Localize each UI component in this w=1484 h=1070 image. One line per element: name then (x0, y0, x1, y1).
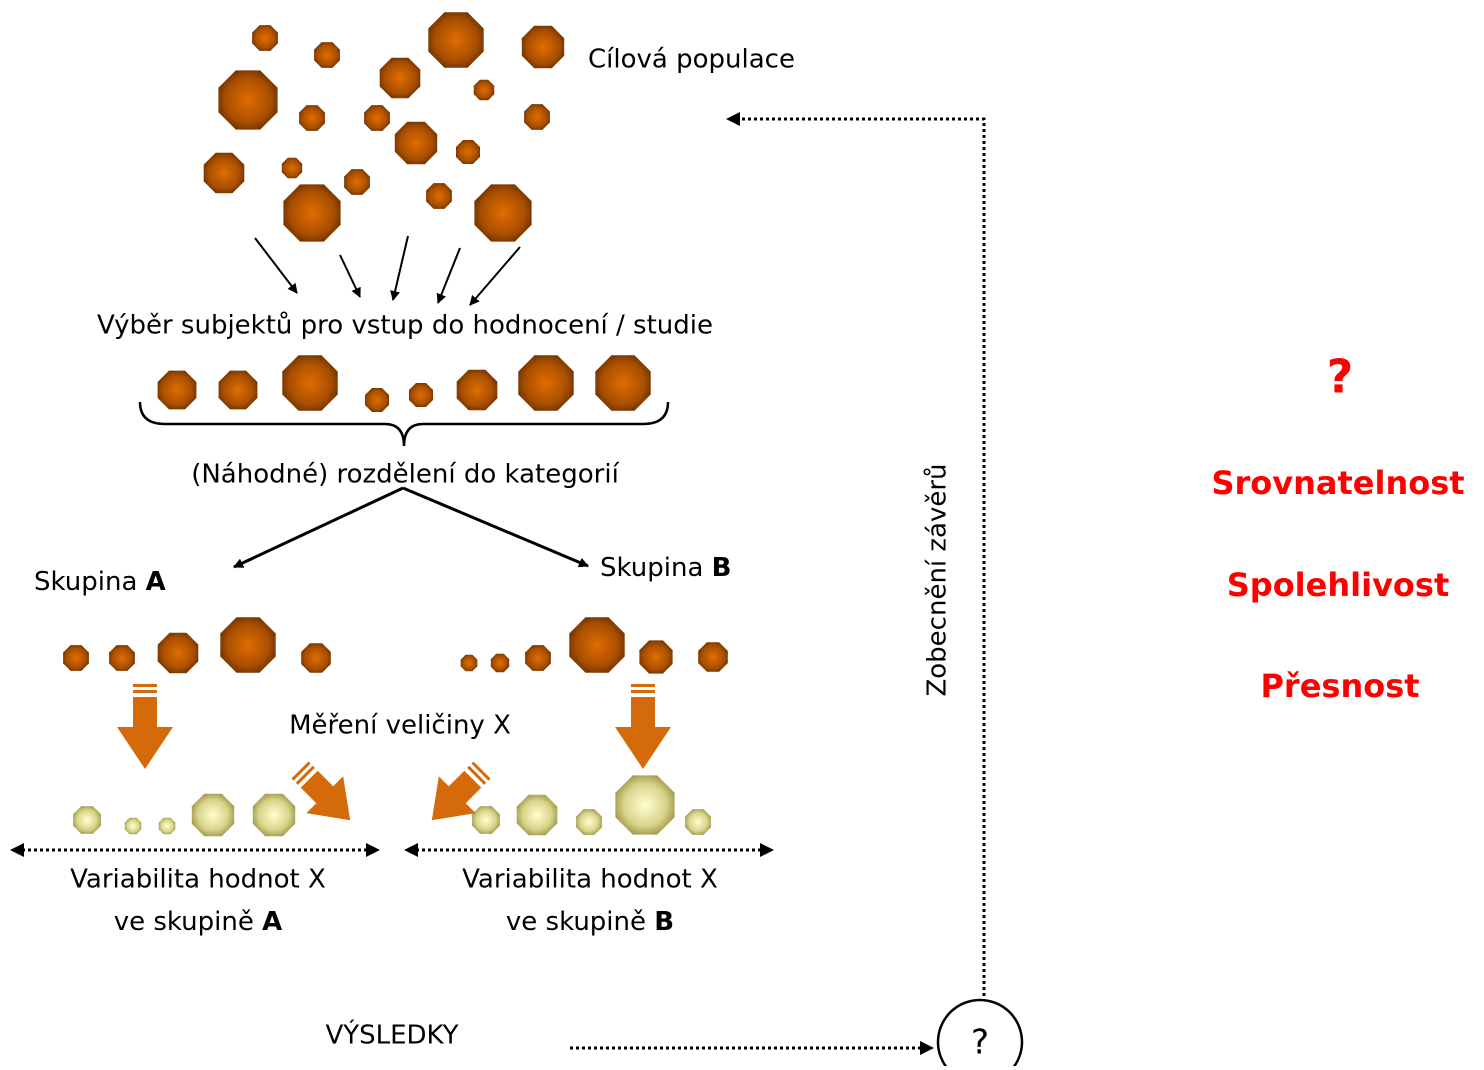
subject-shape (299, 105, 325, 131)
subject-shape (63, 645, 89, 671)
subject-shape (456, 369, 498, 411)
selection-arrows (254, 235, 521, 306)
subject-shape (191, 793, 235, 837)
subject-shape (576, 809, 602, 835)
variability-prefix: ve skupině (114, 907, 254, 937)
subject-shape (615, 775, 675, 835)
split-arrows (233, 486, 589, 569)
group-a-label: Skupina A (34, 567, 166, 597)
subject-shape (301, 643, 331, 673)
subject-shape (490, 653, 510, 673)
subject-shape (639, 640, 673, 674)
side-item: Přesnost (1260, 667, 1419, 705)
side-item: Spolehlivost (1227, 566, 1450, 604)
side-item: Srovnatelnost (1211, 464, 1464, 502)
selection-label: Výběr subjektů pro vstup do hodnocení / … (97, 311, 713, 341)
question-node-label: ? (971, 1023, 989, 1063)
group-letter: B (712, 553, 732, 583)
subject-shape (157, 632, 199, 674)
subject-shape (428, 12, 484, 68)
subject-shape (409, 383, 433, 407)
generalization-label: Zobecnění závěrů (923, 463, 953, 696)
subject-shape (73, 806, 101, 834)
shapes (63, 12, 728, 837)
subject-shape (314, 42, 340, 68)
subject-shape (109, 645, 135, 671)
subject-shape (569, 617, 625, 673)
subject-shape (124, 817, 142, 835)
variability-b-line2: ve skupině B (506, 907, 674, 937)
subject-shape (595, 355, 651, 411)
subject-shape (516, 794, 558, 836)
allocation-label: (Náhodné) rozdělení do kategorií (191, 460, 619, 490)
subject-shape (698, 642, 728, 672)
variability-a-line2: ve skupině A (114, 907, 283, 937)
subject-shape (344, 169, 370, 195)
group-letter: B (654, 907, 674, 937)
subject-shape (394, 121, 438, 165)
subject-shape (518, 355, 574, 411)
subject-shape (218, 370, 258, 410)
measure-arrows (117, 684, 671, 821)
variability-a-line1: Variabilita hodnot X (70, 865, 326, 895)
measurement-label: Měření veličiny X (289, 711, 511, 741)
side-question: ? (1327, 350, 1354, 404)
subject-shape (426, 183, 452, 209)
subject-shape (364, 105, 390, 131)
subject-shape (218, 70, 278, 130)
subject-shape (525, 645, 551, 671)
variability-b-line1: Variabilita hodnot X (462, 865, 718, 895)
subject-shape (473, 79, 495, 101)
population-label: Cílová populace (588, 45, 795, 75)
subject-shape (252, 793, 296, 837)
subject-shape (456, 140, 480, 164)
brace (138, 401, 670, 447)
group-letter: A (262, 907, 282, 937)
subject-shape (252, 25, 278, 51)
subject-shape (474, 184, 532, 242)
subject-shape (365, 388, 389, 412)
results-label: VÝSLEDKY (325, 1019, 458, 1051)
subject-shape (157, 370, 197, 410)
variability-prefix: ve skupině (506, 907, 646, 937)
subject-shape (379, 57, 421, 99)
subject-shape (282, 355, 338, 411)
subject-shape (524, 104, 550, 130)
arrow-heads (10, 112, 934, 1055)
subject-shape (203, 152, 245, 194)
question-node (936, 998, 1024, 1070)
subject-shape (220, 617, 276, 673)
subject-shape (281, 157, 303, 179)
group-b-label: Skupina B (600, 553, 731, 583)
subject-shape (283, 184, 341, 242)
subject-shape (685, 809, 711, 835)
group-prefix: Skupina (34, 567, 137, 597)
group-prefix: Skupina (600, 553, 703, 583)
subject-shape (472, 806, 500, 834)
subject-shape (521, 25, 565, 69)
subject-shape (158, 817, 176, 835)
subject-shape (460, 654, 478, 672)
group-letter: A (146, 567, 166, 597)
dotted-lines (22, 117, 986, 1050)
